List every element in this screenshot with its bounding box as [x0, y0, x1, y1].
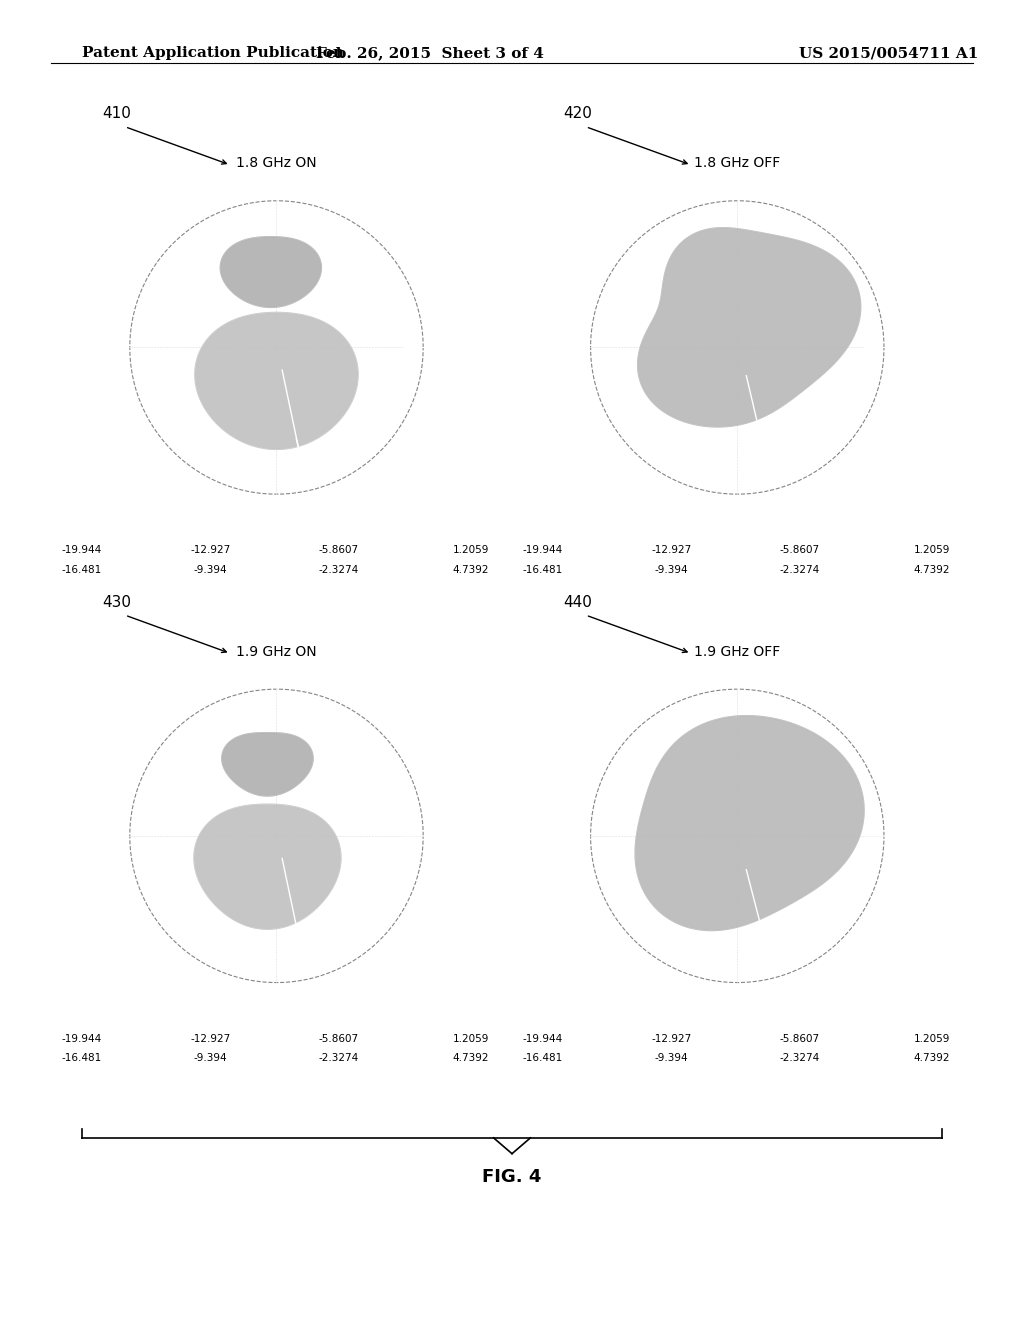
Text: 4.7392: 4.7392 — [453, 565, 489, 576]
Text: 1.9 GHz ON: 1.9 GHz ON — [237, 644, 316, 659]
Text: 4.7392: 4.7392 — [913, 565, 950, 576]
Polygon shape — [194, 804, 341, 929]
Text: -2.3274: -2.3274 — [779, 1053, 819, 1064]
Polygon shape — [638, 228, 861, 426]
Text: -12.927: -12.927 — [651, 1034, 691, 1044]
Text: -9.394: -9.394 — [654, 1053, 688, 1064]
Text: 1.2059: 1.2059 — [913, 1034, 950, 1044]
Text: 4.7392: 4.7392 — [913, 1053, 950, 1064]
Text: 4.7392: 4.7392 — [453, 1053, 489, 1064]
Text: -19.944: -19.944 — [61, 1034, 102, 1044]
Text: 1.2059: 1.2059 — [913, 545, 950, 556]
Text: US 2015/0054711 A1: US 2015/0054711 A1 — [799, 46, 978, 61]
Text: -5.8607: -5.8607 — [779, 1034, 819, 1044]
Text: -16.481: -16.481 — [61, 565, 102, 576]
Text: -5.8607: -5.8607 — [779, 545, 819, 556]
Text: FIG. 4: FIG. 4 — [482, 1168, 542, 1187]
Text: Feb. 26, 2015  Sheet 3 of 4: Feb. 26, 2015 Sheet 3 of 4 — [316, 46, 544, 61]
Text: -12.927: -12.927 — [190, 545, 230, 556]
Text: -2.3274: -2.3274 — [318, 565, 358, 576]
Text: 420: 420 — [563, 107, 592, 121]
Text: 440: 440 — [563, 595, 592, 610]
Text: -12.927: -12.927 — [651, 545, 691, 556]
Text: -9.394: -9.394 — [654, 565, 688, 576]
Text: 1.2059: 1.2059 — [453, 1034, 489, 1044]
Text: 1.9 GHz OFF: 1.9 GHz OFF — [694, 644, 780, 659]
Text: -9.394: -9.394 — [194, 565, 227, 576]
Text: 1.2059: 1.2059 — [453, 545, 489, 556]
Text: 410: 410 — [102, 107, 131, 121]
Text: -16.481: -16.481 — [522, 565, 563, 576]
Text: -2.3274: -2.3274 — [779, 565, 819, 576]
Text: Patent Application Publication: Patent Application Publication — [82, 46, 344, 61]
Text: -12.927: -12.927 — [190, 1034, 230, 1044]
Text: 430: 430 — [102, 595, 131, 610]
Text: -16.481: -16.481 — [522, 1053, 563, 1064]
Text: -9.394: -9.394 — [194, 1053, 227, 1064]
Text: -19.944: -19.944 — [522, 1034, 563, 1044]
Text: -19.944: -19.944 — [61, 545, 102, 556]
Text: -19.944: -19.944 — [522, 545, 563, 556]
Text: -5.8607: -5.8607 — [318, 545, 358, 556]
Text: -2.3274: -2.3274 — [318, 1053, 358, 1064]
Text: 1.8 GHz ON: 1.8 GHz ON — [237, 156, 316, 170]
Text: -16.481: -16.481 — [61, 1053, 102, 1064]
Text: -5.8607: -5.8607 — [318, 1034, 358, 1044]
Polygon shape — [222, 733, 313, 796]
Polygon shape — [195, 313, 358, 449]
Polygon shape — [220, 236, 322, 308]
Text: 1.8 GHz OFF: 1.8 GHz OFF — [694, 156, 780, 170]
Polygon shape — [635, 715, 864, 931]
